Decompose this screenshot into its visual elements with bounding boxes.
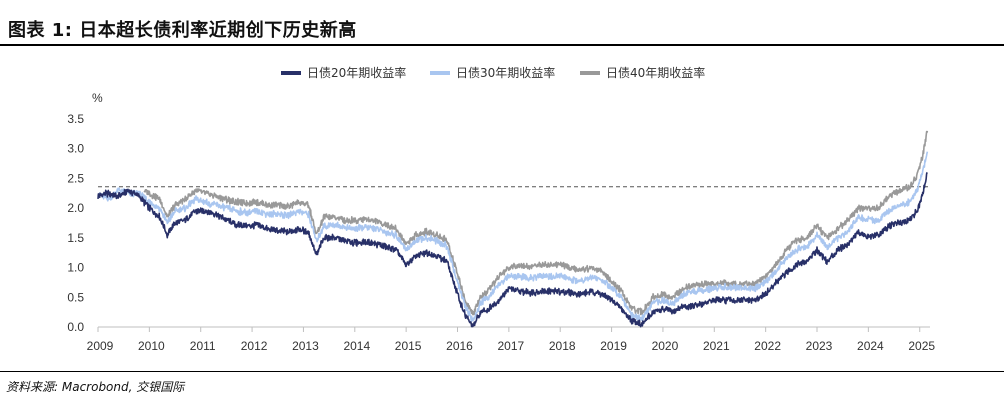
- x-tick-label: 2021: [703, 339, 730, 353]
- legend-label: 日债40年期收益率: [606, 65, 705, 80]
- y-tick-label: 2.0: [67, 201, 84, 215]
- x-tick-label: 2020: [652, 339, 679, 353]
- chart-title: 图表 1: 日本超长债利率近期创下历史新高: [8, 20, 357, 41]
- x-tick-label: 2014: [343, 339, 370, 353]
- legend-label: 日债20年期收益率: [307, 65, 406, 80]
- title-divider: [0, 44, 1004, 46]
- x-tick-label: 2013: [292, 339, 319, 353]
- series-line-40y: [143, 130, 929, 316]
- x-tick-label: 2016: [446, 339, 473, 353]
- y-tick-label: 3.5: [67, 112, 84, 126]
- series-layer: [97, 130, 929, 328]
- line-chart: 0.0 0.5 1.0 1.5 2.0 2.5 3.0 3.5% 2009 2010 2011 201…: [67, 65, 935, 353]
- series-line-30y: [97, 151, 929, 323]
- y-tick-label: 1.0: [67, 261, 84, 275]
- chart-axes: 0.0 0.5 1.0 1.5 2.0 2.5 3.0 3.5% 2009 2010 2011 201…: [67, 91, 935, 353]
- x-tick-label: 2022: [754, 339, 781, 353]
- x-tick-label: 2009: [87, 339, 114, 353]
- x-tick-label: 2025: [908, 339, 935, 353]
- legend: 日债20年期收益率 日债30年期收益率 日债40年期收益率: [281, 65, 705, 80]
- y-tick-label: 0.5: [67, 290, 84, 304]
- x-tick-label: 2017: [498, 339, 525, 353]
- x-tick-label: 2018: [549, 339, 576, 353]
- x-tick-label: 2012: [241, 339, 268, 353]
- x-tick-label: 2010: [138, 339, 165, 353]
- source-note: 资料来源: Macrobond, 交银国际: [6, 380, 185, 394]
- y-tick-label: 3.0: [67, 142, 84, 156]
- y-tick-label: 2.5: [67, 171, 84, 185]
- x-tick-label: 2015: [395, 339, 422, 353]
- x-tick-label: 2019: [600, 339, 627, 353]
- x-tick-label: 2011: [190, 339, 216, 353]
- y-tick-label: 0.0: [67, 320, 84, 334]
- y-tick-label: 1.5: [67, 231, 84, 245]
- x-tick-label: 2023: [806, 339, 833, 353]
- x-tick-label: 2024: [857, 339, 884, 353]
- legend-label: 日债30年期收益率: [456, 65, 555, 80]
- y-axis-unit: %: [92, 91, 103, 105]
- footer-divider: [0, 371, 1004, 372]
- series-line-20y: [97, 171, 928, 328]
